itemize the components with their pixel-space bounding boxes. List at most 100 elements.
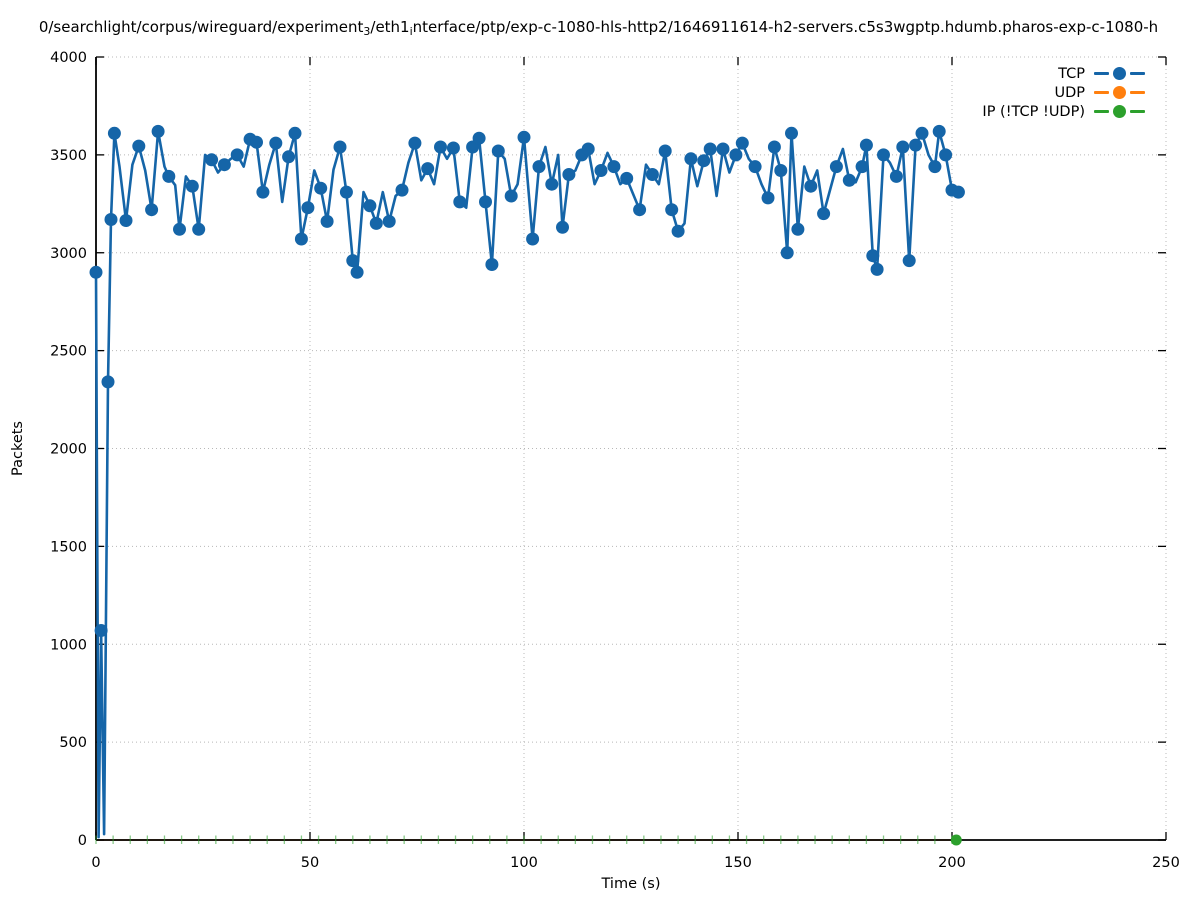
tcp-marker: [932, 124, 946, 138]
tcp-marker: [205, 153, 219, 167]
tcp-marker: [716, 142, 730, 156]
tcp-marker: [804, 179, 818, 193]
x-tick-labels: 0 50 100 150 200 250: [91, 855, 1179, 871]
tcp-marker: [915, 126, 929, 140]
tcp-marker: [735, 136, 749, 150]
x-tick-label: 0: [91, 855, 100, 871]
legend-sample-shape: [1113, 86, 1126, 99]
tcp-marker: [526, 232, 540, 246]
y-tick-label: 1500: [50, 539, 87, 555]
tcp-marker: [748, 160, 762, 174]
tcp-marker: [145, 203, 159, 217]
tcp-marker: [491, 144, 505, 158]
tcp-marker: [472, 131, 486, 145]
tcp-marker: [269, 136, 283, 150]
tcp-marker: [421, 162, 435, 176]
tcp-marker: [119, 214, 133, 227]
tcp-marker: [581, 142, 595, 156]
tcp-marker: [350, 265, 364, 279]
x-axis-label: Time (s): [601, 876, 661, 892]
tcp-marker: [791, 222, 805, 236]
y-tick-label: 0: [78, 833, 87, 849]
tcp-marker: [408, 136, 422, 150]
title-subscript: 3: [363, 25, 371, 38]
tcp-marker: [817, 207, 831, 221]
legend: TCP UDP IP (!TCP !UDP): [982, 64, 1145, 121]
y-tick-label: 3500: [50, 148, 87, 164]
tcp-marker: [909, 138, 923, 152]
legend-sample-shape: [1113, 67, 1126, 80]
title-text: 0/searchlight/corpus/wireguard/experimen…: [38, 18, 364, 36]
tcp-marker: [107, 126, 121, 140]
legend-line-dot-sample: [1094, 105, 1145, 118]
x-tick-label: 250: [1152, 855, 1180, 871]
tcp-marker: [230, 148, 244, 162]
tcp-marker: [89, 265, 103, 279]
tcp-marker: [866, 249, 880, 263]
y-tick-label: 1000: [50, 637, 87, 653]
y-tick-label: 500: [59, 735, 87, 751]
tcp-marker: [346, 254, 360, 268]
tcp-marker: [101, 375, 115, 389]
tcp-marker: [594, 164, 608, 177]
tcp-marker: [545, 177, 559, 191]
y-tick-label: 4000: [50, 50, 87, 66]
tcp-marker: [185, 179, 199, 193]
tcp-marker: [774, 164, 788, 177]
tcp-marker: [829, 160, 843, 174]
tcp-marker: [671, 224, 685, 238]
tcp-marker: [363, 199, 377, 213]
tcp-marker: [556, 220, 569, 234]
legend-line-dot-sample: [1094, 67, 1145, 80]
tcp-marker: [780, 246, 794, 260]
legend-sample-shape: [1094, 110, 1109, 113]
y-tick-label: 2500: [50, 344, 87, 360]
tcp-marker: [665, 203, 679, 217]
tcp-marker: [395, 183, 409, 197]
tcp-marker: [842, 173, 856, 187]
tcp-marker: [902, 254, 916, 268]
legend-item-tcp: TCP: [1058, 64, 1145, 83]
tcp-marker: [870, 262, 884, 276]
title-text: nterface/ptp/exp-c-1080-hls-http2/164691…: [412, 18, 1159, 36]
tcp-marker: [320, 214, 334, 228]
tcp-marker: [951, 185, 965, 199]
tcp-marker: [104, 213, 118, 226]
tcp-marker: [151, 124, 165, 138]
tcp-marker: [282, 150, 296, 164]
tcp-marker: [485, 258, 499, 271]
tcp-marker: [562, 168, 576, 181]
tcp-marker: [250, 135, 263, 149]
x-tick-label: 200: [938, 855, 966, 871]
tcp-marker: [729, 148, 743, 162]
tcp-marker: [607, 160, 621, 174]
legend-sample-shape: [1130, 91, 1145, 94]
y-axis-label: Packets: [10, 421, 26, 476]
tcp-marker: [301, 201, 315, 215]
tcp-marker: [94, 624, 108, 637]
legend-item-udp: UDP: [1054, 83, 1145, 102]
tcp-marker: [132, 139, 146, 153]
tcp-marker: [504, 189, 518, 203]
grid: [96, 56, 1167, 840]
legend-label: TCP: [1058, 65, 1085, 82]
y-tick-label: 2000: [50, 442, 87, 458]
title-subscript: i: [409, 25, 413, 38]
tcp-marker: [479, 195, 492, 209]
tcp-line: [94, 130, 959, 839]
x-tick-label: 150: [724, 855, 752, 871]
tcp-marker: [928, 160, 942, 174]
legend-sample-shape: [1130, 110, 1145, 113]
legend-sample-shape: [1113, 105, 1126, 118]
ip-end-marker: [950, 834, 962, 846]
tcp-series: [89, 124, 965, 839]
tcp-marker: [877, 148, 890, 162]
tcp-marker: [453, 195, 467, 209]
tcp-marker: [855, 160, 869, 174]
legend-label: UDP: [1054, 84, 1085, 101]
tcp-marker: [703, 142, 717, 156]
tcp-marker: [633, 203, 647, 217]
legend-sample-shape: [1094, 91, 1109, 94]
title-text: /eth1: [370, 18, 410, 36]
